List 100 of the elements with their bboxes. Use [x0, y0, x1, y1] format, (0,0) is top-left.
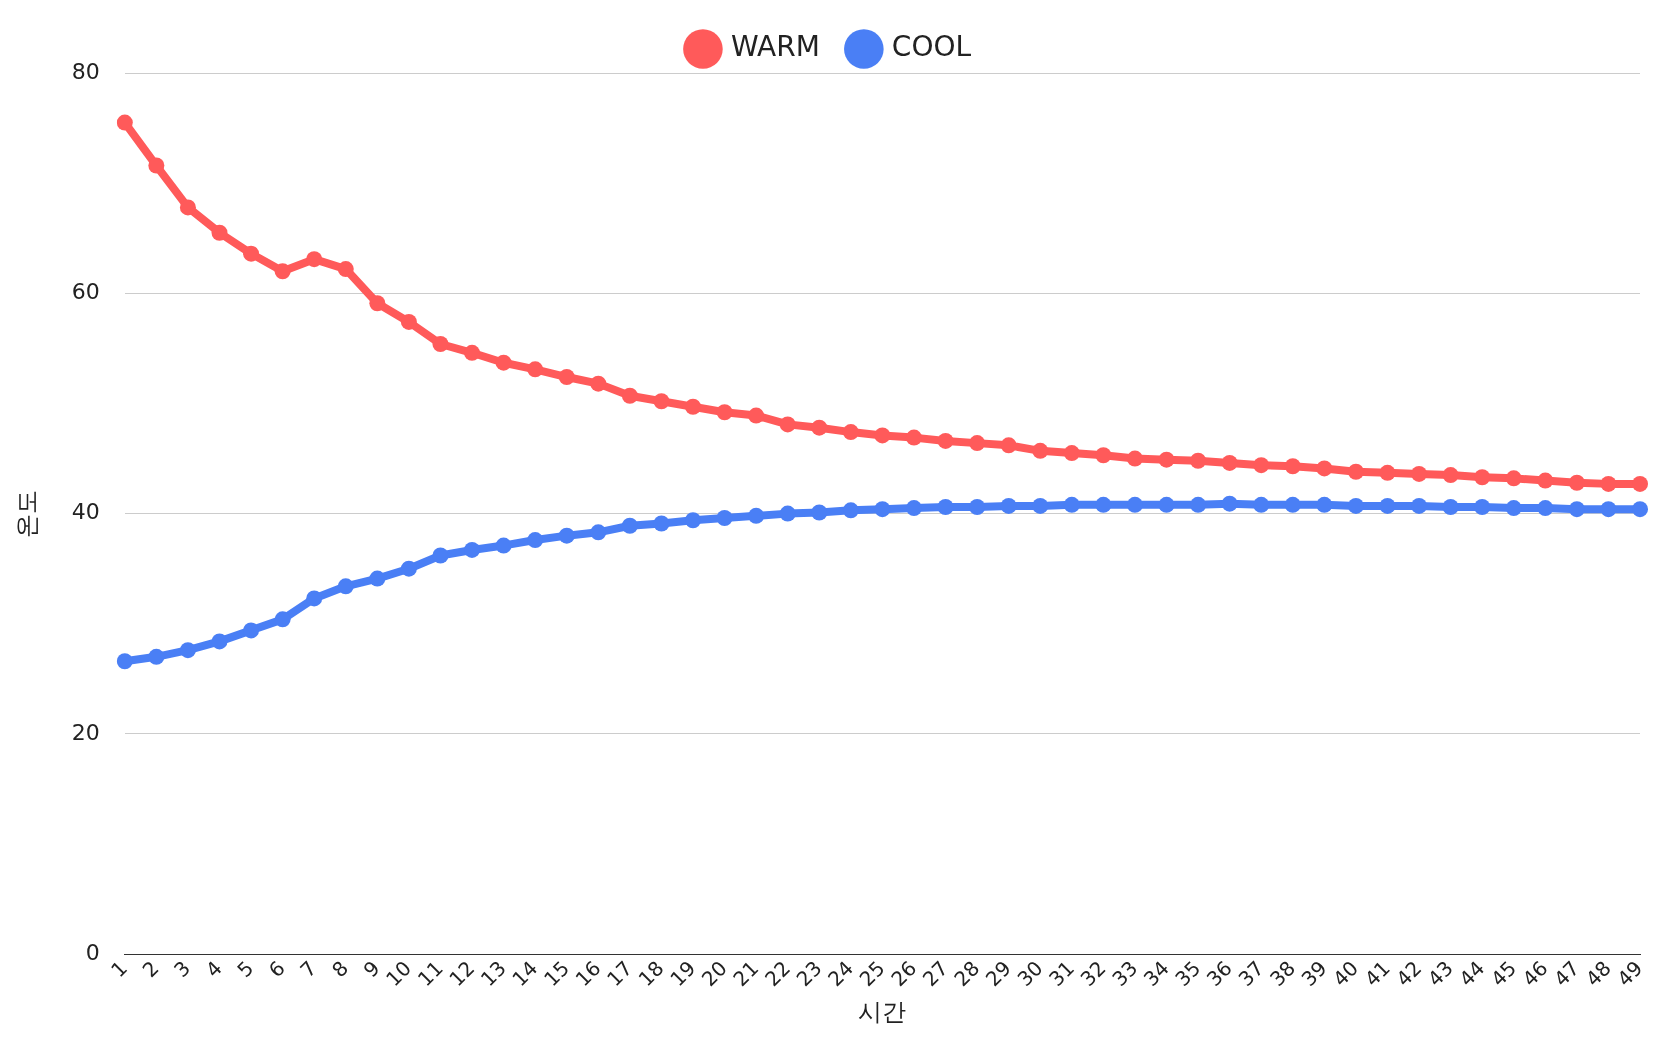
y-tick-label: 0 [85, 939, 100, 965]
point [1474, 499, 1491, 516]
point [1632, 501, 1649, 518]
point [400, 560, 417, 577]
point [116, 653, 133, 670]
point [590, 524, 607, 541]
point [464, 541, 481, 558]
point [779, 505, 796, 522]
y-tick-label: 20 [71, 719, 100, 745]
point [274, 611, 291, 628]
point [969, 435, 986, 452]
point [179, 199, 196, 216]
point [1221, 454, 1238, 471]
x-tick-label: 6 [263, 955, 290, 982]
x-tick-label: 5 [232, 955, 259, 982]
point [1284, 496, 1301, 513]
point [1190, 452, 1207, 469]
point [558, 369, 575, 386]
point [653, 515, 670, 532]
point [306, 251, 323, 268]
x-tick-label: 2 [137, 955, 164, 982]
x-tick-label: 7 [295, 955, 322, 982]
point [905, 429, 922, 446]
point [306, 590, 323, 607]
point [779, 416, 796, 433]
point [1063, 496, 1080, 513]
point [148, 648, 165, 665]
point [1095, 447, 1112, 464]
point [243, 245, 260, 262]
point [1158, 451, 1175, 468]
point [969, 499, 986, 516]
point [716, 510, 733, 527]
point [1632, 475, 1649, 492]
point [558, 527, 575, 544]
point [337, 578, 354, 595]
point [274, 263, 291, 280]
point [1411, 465, 1428, 482]
point [874, 427, 891, 444]
point [1032, 497, 1049, 514]
legend-label: WARM [730, 30, 820, 64]
point [1379, 464, 1396, 481]
point [400, 313, 417, 330]
point [1316, 460, 1333, 477]
point [1000, 497, 1017, 514]
point [811, 419, 828, 436]
point [1600, 475, 1617, 492]
point [590, 375, 607, 392]
point [621, 387, 638, 404]
point [1442, 499, 1459, 516]
point [1063, 445, 1080, 462]
y-tick-label: 80 [71, 58, 100, 84]
point [1568, 474, 1585, 491]
point [842, 502, 859, 519]
point [811, 504, 828, 521]
point [116, 114, 133, 131]
point [1347, 463, 1364, 480]
y-tick-label: 60 [71, 279, 100, 305]
point [432, 335, 449, 352]
point [685, 512, 702, 529]
point [1537, 472, 1554, 489]
point [905, 500, 922, 517]
point [495, 537, 512, 554]
point [1600, 501, 1617, 518]
point [748, 407, 765, 424]
x-tick-label: 3 [169, 955, 196, 982]
point [1379, 497, 1396, 514]
point [1253, 496, 1270, 513]
point [1442, 467, 1459, 484]
point [685, 398, 702, 415]
point [1284, 458, 1301, 475]
point [527, 532, 544, 549]
y-tick-label: 40 [71, 499, 100, 525]
point [1253, 457, 1270, 474]
point [369, 295, 386, 312]
point [1126, 496, 1143, 513]
point [179, 642, 196, 659]
point [369, 570, 386, 587]
point [842, 424, 859, 441]
point [1568, 501, 1585, 518]
point [937, 499, 954, 516]
point [716, 404, 733, 421]
point [1190, 496, 1207, 513]
point [874, 501, 891, 518]
x-tick-label: 8 [327, 955, 353, 982]
point [621, 517, 638, 534]
y-axis-title: 온도 [12, 489, 41, 538]
point [1316, 496, 1333, 513]
point [937, 432, 954, 449]
point [1095, 496, 1112, 513]
point [243, 622, 260, 639]
point [1411, 497, 1428, 514]
point [1474, 469, 1491, 486]
point [211, 633, 228, 650]
point [1221, 495, 1238, 512]
point [495, 354, 512, 371]
point [1505, 500, 1522, 517]
point [527, 361, 544, 378]
point [1032, 442, 1049, 459]
point [748, 507, 765, 524]
point [1158, 496, 1175, 513]
